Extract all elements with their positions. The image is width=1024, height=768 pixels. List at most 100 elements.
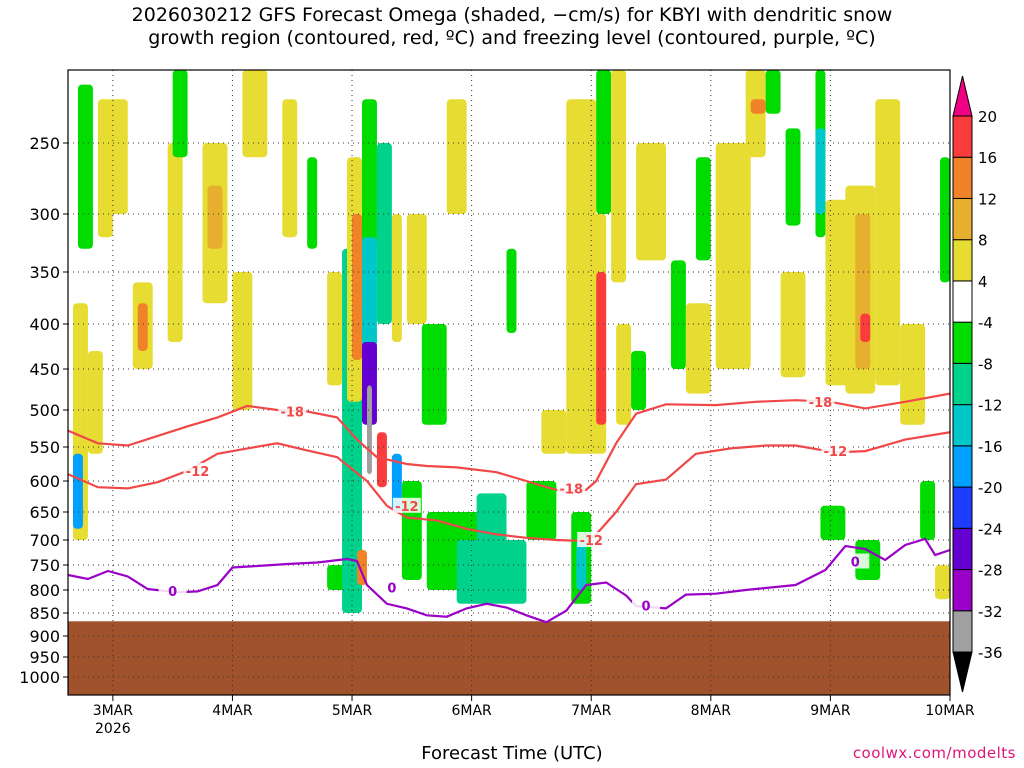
omega-cell-11 [207,185,223,249]
colorbar-bin-1 [952,610,973,653]
contour-zero-label-bg-0 [158,582,187,598]
x-tick-label-7: 10MAR [925,703,974,719]
x-tick-label-1: 4MAR [212,703,253,719]
omega-cell-12 [232,272,253,410]
contour-zero-label-bg-1 [377,579,406,595]
x-tick-label-3: 6MAR [451,703,492,719]
colorbar: -36 -32 -28 -24 -20 -16 -12 -8 -4 4 8 12 16 20 [952,75,1003,693]
contour-minus12-label-1: -12 [395,500,419,515]
omega-cell-67 [875,99,901,386]
omega-cell-27 [376,432,387,488]
omega-cell-65 [860,313,871,342]
colorbar-bin-2 [952,569,973,612]
colorbar-label-13: 20 [978,108,997,126]
contour-minus18-line [68,392,950,495]
omega-cell-8 [167,143,183,342]
contour-minus18-label-0: -18 [280,405,304,420]
colorbar-label-12: 16 [978,149,997,167]
colorbar-label-4: -20 [978,479,1003,497]
y-tick-label-350: 350 [29,263,60,282]
ground-layer [68,621,950,695]
contour-minus18-label-bg-2 [806,393,835,409]
colorbar-bin-10 [952,239,973,282]
chart-title: 2026030212 GFS Forecast Omega (shaded, −… [0,4,1024,50]
x-axis: 3MAR 2026 4MAR 5MAR 6MAR 7MAR 8MAR 9MAR 10MAR [93,695,975,737]
credit-link[interactable]: coolwx.com/modelts [852,744,1016,762]
y-tick-label-450: 450 [29,360,60,379]
colorbar-bin-12 [952,156,973,199]
x-tick-label-0: 3MAR [93,703,134,719]
omega-cell-28 [391,214,402,342]
omega-cell-17 [327,272,343,386]
contour-zero-label-bg-3 [841,553,870,569]
omega-cell-36 [476,493,507,550]
y-axis: 250 300 350 400 450 500 550 600 650 700 750 800 850 9… [19,134,68,687]
colorbar-label-6: -12 [978,397,1003,415]
y-tick-label-900: 900 [29,627,60,646]
contour-zero-label-1: 0 [387,582,396,597]
colorbar-label-1: -32 [978,603,1003,621]
omega-cell-49 [636,143,666,261]
omega-cell-44 [596,272,607,425]
contour-zero-label-bg-2 [632,597,661,613]
omega-cell-71 [935,565,950,600]
plot-frame [67,69,951,696]
y-tick-label-550: 550 [29,438,60,457]
title-line-2: growth region (contoured, red, ºC) and f… [148,27,876,49]
temperature-contours: -18 -18 -18 -12 -12 -12 -12 0 0 0 0 [68,392,950,624]
y-tick-label-300: 300 [29,205,60,224]
omega-cell-64 [855,214,871,369]
omega-shading [72,70,950,614]
contour-minus18-label-bg-0 [278,403,307,419]
omega-cell-48 [631,351,647,410]
contour-minus18-label-2: -18 [809,396,833,411]
omega-cell-32 [421,324,447,425]
ground-below-surface [68,621,950,695]
omega-cell-46 [611,70,627,283]
omega-cell-29 [391,453,402,512]
colorbar-label-3: -24 [978,520,1003,538]
gridlines [68,70,950,695]
contour-minus12-label-bg-0 [183,462,212,478]
omega-cell-2 [77,84,93,249]
omega-cell-45 [596,70,612,214]
omega-cell-23 [362,237,377,369]
omega-cell-20 [352,214,362,360]
omega-cell-5 [107,99,128,214]
omega-cell-40 [566,99,597,454]
colorbar-label-0: -36 [978,644,1003,662]
contour-zero-label-2: 0 [642,600,651,615]
omega-cell-1 [72,453,83,529]
colorbar-bin-13 [952,115,973,158]
omega-cell-58 [785,128,801,226]
colorbar-top-arrow [952,75,973,117]
x-axis-label: Forecast Time (UTC) [421,743,603,764]
colorbar-bin-11 [952,197,973,241]
contour-minus18-label-1: -18 [560,482,584,497]
omega-cell-51 [685,303,711,394]
contour-minus12-line [68,431,950,543]
omega-cell-15 [307,157,318,249]
colorbar-bin-9 [952,280,973,323]
x-tick-label-4: 7MAR [571,703,612,719]
omega-cell-56 [765,70,781,114]
omega-cell-52 [695,157,711,261]
omega-cell-33 [446,99,467,214]
colorbar-bin-5 [952,445,973,488]
omega-cell-62 [825,199,851,386]
omega-cell-13 [242,70,268,158]
omega-cell-39 [541,410,567,454]
omega-cell-50 [670,260,686,369]
omega-cell-37 [506,248,517,333]
omega-cell-38 [526,481,557,540]
colorbar-bin-7 [952,362,973,406]
x-tick-sublabel-0: 2026 [95,721,131,737]
omega-cell-35 [456,540,527,604]
colorbar-label-9: 4 [978,273,988,291]
contour-zero-label-3: 0 [851,556,860,571]
y-tick-label-400: 400 [29,315,60,334]
title-line-1: 2026030212 GFS Forecast Omega (shaded, −… [131,4,893,26]
y-tick-label-500: 500 [29,401,60,420]
colorbar-label-5: -16 [978,438,1003,456]
